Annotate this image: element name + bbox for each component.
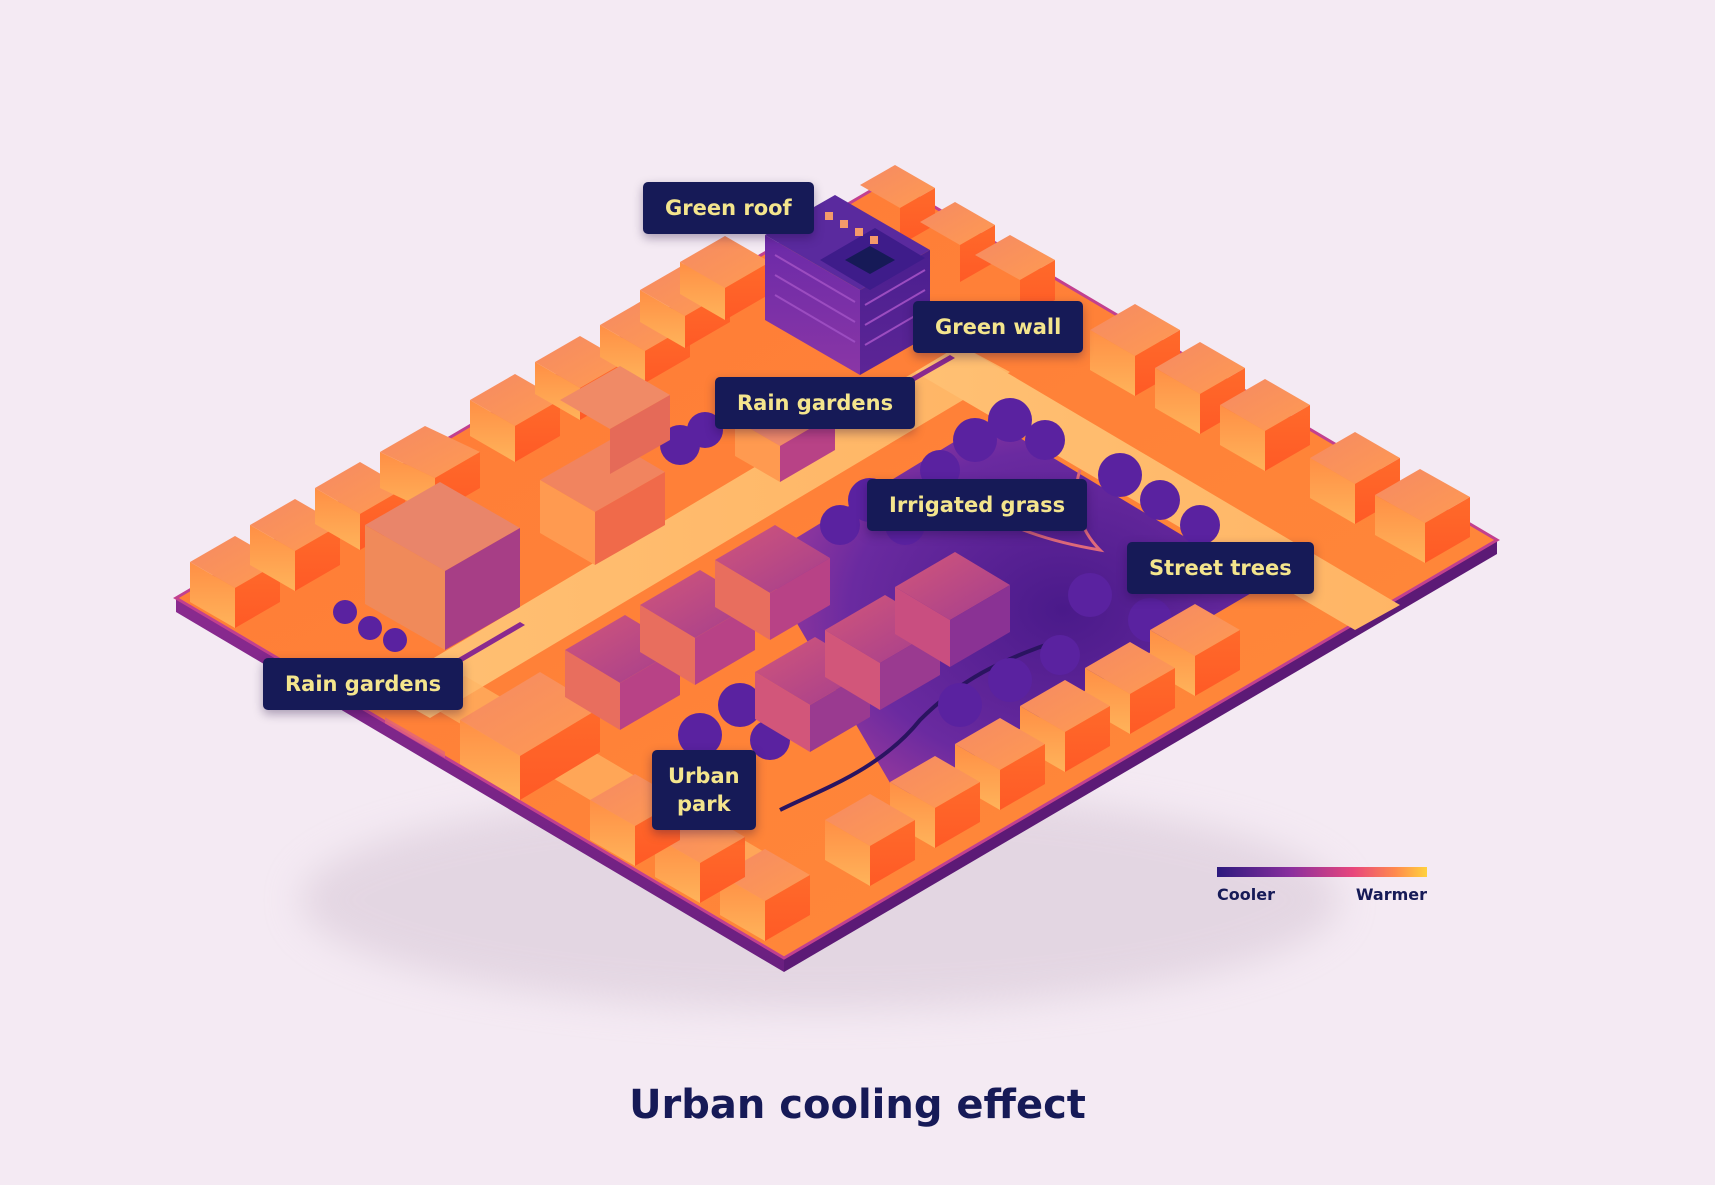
- label-irrigated-grass: Irrigated grass: [867, 479, 1088, 531]
- label-rain-gardens-center-text: Rain gardens: [737, 391, 894, 415]
- label-rain-gardens-left: Rain gardens: [263, 658, 464, 710]
- legend-warmer-label: Warmer: [1355, 885, 1427, 904]
- base-right-side: [784, 540, 1497, 972]
- label-green-roof: Green roof: [643, 182, 814, 234]
- page-title: Urban cooling effect: [629, 1082, 1086, 1128]
- tower: [765, 195, 930, 375]
- label-street-trees-text: Street trees: [1149, 556, 1292, 580]
- label-green-wall-text: Green wall: [935, 315, 1062, 339]
- label-urban-park-line2: park: [677, 792, 731, 816]
- legend-gradient-bar: [1217, 867, 1427, 877]
- label-rain-gardens-left-text: Rain gardens: [285, 672, 442, 696]
- temperature-legend: Cooler Warmer: [1217, 867, 1427, 904]
- label-green-wall: Green wall: [913, 301, 1084, 353]
- label-urban-park: Urban park: [652, 750, 756, 830]
- road-diagonal: [380, 345, 1010, 718]
- label-urban-park-line1: Urban: [668, 764, 740, 788]
- label-green-roof-text: Green roof: [665, 196, 792, 220]
- label-irrigated-grass-text: Irrigated grass: [889, 493, 1066, 517]
- legend-cooler-label: Cooler: [1217, 885, 1275, 904]
- legend-labels: Cooler Warmer: [1217, 885, 1427, 904]
- label-rain-gardens-center: Rain gardens: [715, 377, 916, 429]
- label-street-trees: Street trees: [1127, 542, 1314, 594]
